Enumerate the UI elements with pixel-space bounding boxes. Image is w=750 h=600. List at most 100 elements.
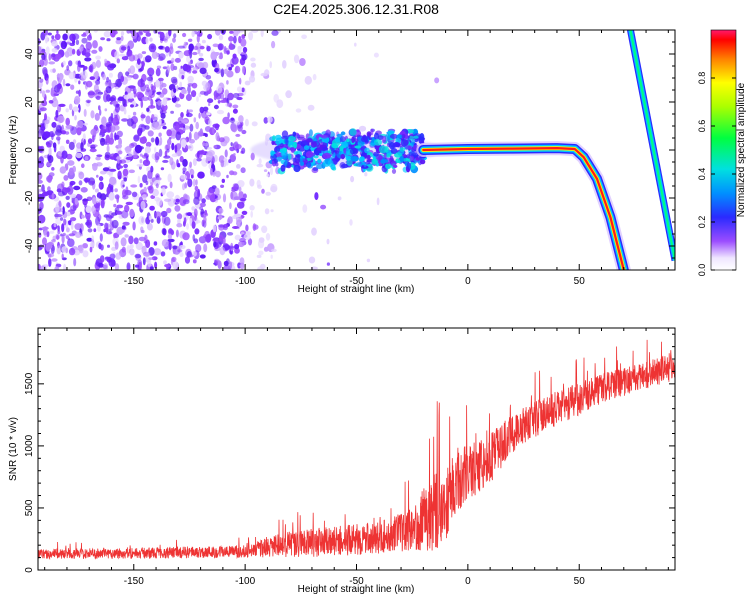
noise-blob bbox=[120, 75, 125, 82]
noise-blob bbox=[74, 95, 81, 105]
noise-blob bbox=[141, 51, 147, 55]
noise-blob bbox=[84, 156, 89, 161]
noise-blob bbox=[293, 54, 300, 64]
noise-blob bbox=[182, 199, 190, 205]
noise-blob bbox=[153, 241, 158, 246]
noise-blob bbox=[186, 56, 191, 63]
onset-blob bbox=[285, 138, 289, 146]
noise-blob bbox=[51, 53, 56, 58]
noise-blob bbox=[213, 52, 221, 56]
onset-blob bbox=[284, 159, 288, 166]
noise-blob bbox=[55, 204, 60, 213]
noise-blob bbox=[154, 261, 158, 269]
noise-blob bbox=[87, 138, 93, 145]
noise-blob bbox=[128, 54, 136, 62]
noise-blob bbox=[238, 241, 245, 248]
noise-blob bbox=[234, 207, 238, 215]
noise-blob bbox=[51, 167, 55, 171]
noise-blob bbox=[82, 250, 89, 258]
noise-blob bbox=[184, 182, 188, 189]
noise-blob bbox=[97, 223, 101, 232]
snr-x-tick-label: 50 bbox=[574, 576, 586, 587]
noise-blob bbox=[51, 41, 58, 47]
colorbar: 0.0 0.2 0.4 0.6 0.8 Normalized spectral ampl… bbox=[697, 29, 747, 276]
noise-blob bbox=[135, 264, 140, 268]
noise-blob bbox=[59, 166, 67, 174]
noise-blob bbox=[167, 173, 172, 183]
noise-blob bbox=[67, 238, 75, 247]
noise-blob bbox=[222, 136, 230, 144]
noise-blob bbox=[74, 197, 79, 205]
noise-blob bbox=[208, 102, 211, 107]
noise-blob bbox=[80, 187, 88, 193]
noise-blob bbox=[111, 246, 117, 252]
noise-blob bbox=[76, 193, 81, 199]
noise-blob bbox=[46, 231, 50, 238]
noise-blob bbox=[147, 130, 154, 137]
noise-blob bbox=[145, 180, 149, 186]
artefact-blob bbox=[434, 77, 440, 84]
noise-blob bbox=[180, 174, 188, 180]
onset-blob bbox=[305, 161, 312, 168]
noise-blob bbox=[83, 108, 87, 117]
noise-blob bbox=[173, 33, 177, 39]
noise-blob bbox=[43, 131, 51, 139]
noise-blob bbox=[90, 144, 98, 148]
noise-blob bbox=[193, 238, 199, 244]
onset-blob bbox=[383, 153, 387, 159]
spectrogram-panel: -150 -100 -50 0 50 -40 -20 0 20 40 Height of str… bbox=[8, 29, 676, 295]
noise-blob bbox=[184, 256, 191, 264]
noise-blob bbox=[208, 119, 212, 127]
noise-blob bbox=[234, 65, 241, 74]
noise-blob bbox=[180, 112, 184, 118]
colorbar-tick-label: 0.2 bbox=[697, 216, 707, 229]
noise-blob bbox=[160, 167, 165, 171]
noise-blob bbox=[270, 254, 273, 259]
colorbar-ticks: 0.0 0.2 0.4 0.6 0.8 bbox=[697, 72, 736, 276]
spectrogram-marks bbox=[38, 30, 675, 270]
noise-blob bbox=[260, 263, 266, 270]
onset-blob bbox=[409, 155, 414, 162]
noise-blob bbox=[118, 165, 124, 169]
noise-blob bbox=[197, 171, 205, 179]
noise-blob bbox=[65, 83, 71, 87]
onset-blob bbox=[335, 147, 340, 155]
noise-blob bbox=[82, 70, 88, 80]
noise-blob bbox=[252, 223, 257, 232]
noise-blob bbox=[230, 142, 233, 147]
noise-blob bbox=[99, 233, 103, 242]
noise-blob bbox=[47, 186, 51, 192]
noise-blob bbox=[213, 145, 217, 149]
noise-blob bbox=[51, 192, 55, 200]
noise-blob bbox=[78, 180, 83, 186]
snr-y-tick-label: 1000 bbox=[24, 434, 35, 457]
noise-blob bbox=[199, 45, 205, 50]
noise-blob bbox=[220, 68, 225, 78]
noise-blob bbox=[106, 186, 111, 195]
noise-blob bbox=[176, 85, 179, 92]
onset-blob bbox=[377, 135, 384, 140]
noise-blob bbox=[105, 134, 111, 144]
noise-blob bbox=[189, 217, 193, 227]
noise-blob bbox=[119, 159, 127, 164]
noise-blob bbox=[57, 115, 65, 124]
noise-blob bbox=[150, 83, 154, 90]
noise-blob bbox=[159, 93, 165, 98]
noise-blob bbox=[191, 30, 195, 37]
noise-blob bbox=[243, 233, 251, 241]
noise-blob bbox=[116, 195, 119, 204]
noise-blob bbox=[150, 195, 156, 199]
noise-blob bbox=[38, 81, 43, 89]
noise-blob bbox=[123, 108, 127, 115]
noise-blob bbox=[104, 58, 108, 64]
spectrogram-y-tick-label: -20 bbox=[24, 190, 35, 205]
noise-blob bbox=[55, 109, 59, 118]
noise-blob bbox=[121, 210, 129, 219]
noise-blob bbox=[189, 49, 193, 59]
onset-blob bbox=[370, 128, 374, 136]
noise-blob bbox=[45, 242, 51, 252]
noise-blob bbox=[238, 115, 244, 123]
noise-blob bbox=[195, 121, 199, 130]
noise-blob bbox=[70, 205, 77, 211]
noise-blob bbox=[228, 245, 235, 249]
